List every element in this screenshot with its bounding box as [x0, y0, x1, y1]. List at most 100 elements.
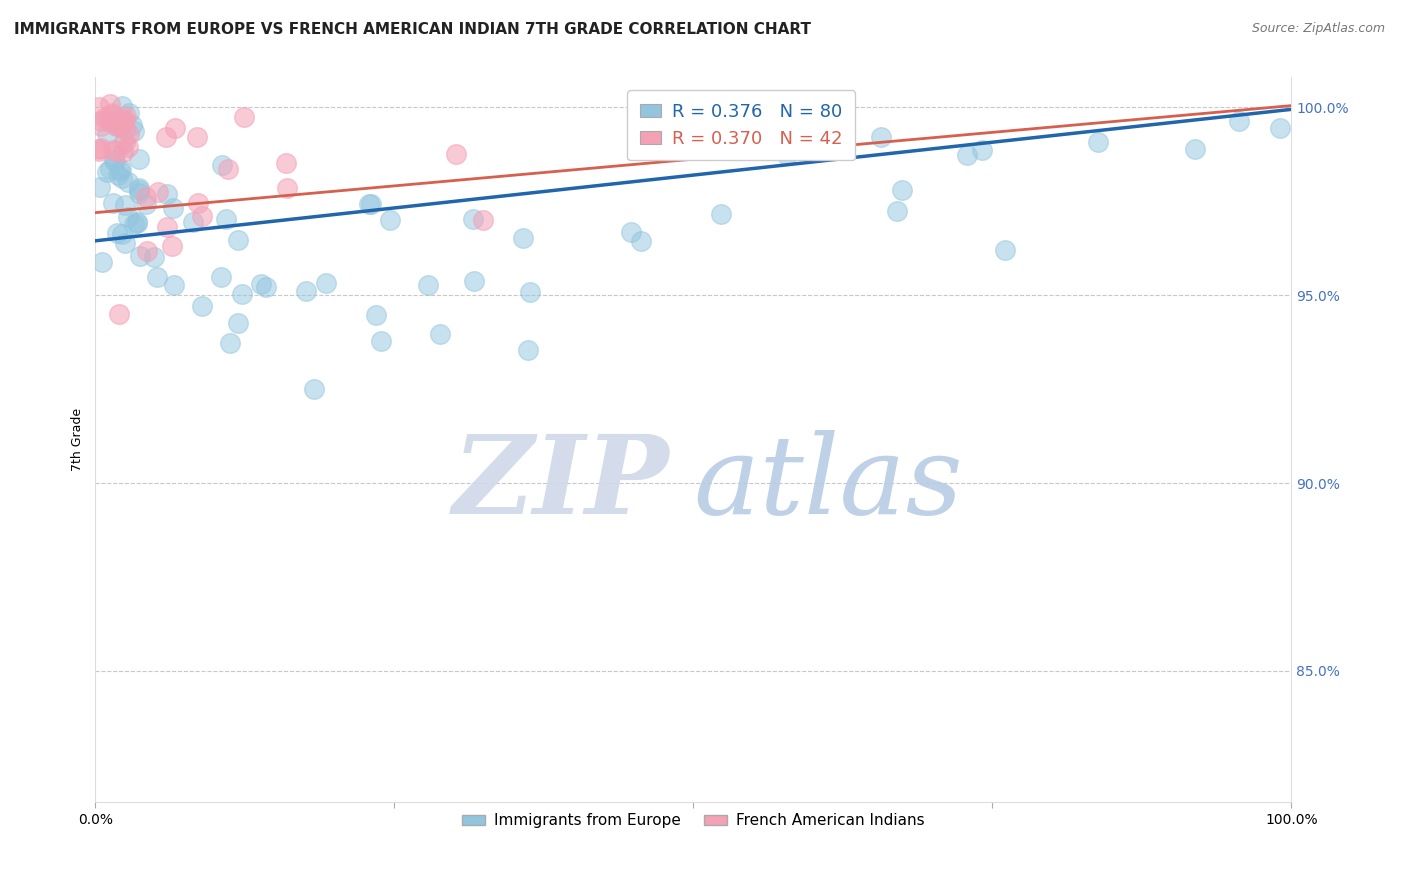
Point — [107, 168, 129, 182]
Point — [160, 238, 183, 252]
Point — [186, 130, 208, 145]
Point — [155, 130, 177, 145]
Point — [163, 277, 186, 292]
Point — [117, 139, 139, 153]
Point — [117, 211, 139, 225]
Point — [97, 111, 120, 125]
Point — [117, 175, 139, 189]
Point — [187, 195, 209, 210]
Point — [146, 185, 169, 199]
Point — [115, 109, 138, 123]
Point — [105, 117, 128, 131]
Point — [135, 197, 157, 211]
Point — [118, 106, 141, 120]
Point — [128, 181, 150, 195]
Point — [125, 215, 148, 229]
Text: ZIP: ZIP — [453, 430, 669, 537]
Point — [91, 255, 114, 269]
Point — [162, 202, 184, 216]
Point — [146, 269, 169, 284]
Point — [108, 120, 131, 134]
Point — [418, 278, 440, 293]
Point — [100, 108, 122, 122]
Point — [110, 170, 132, 185]
Text: Source: ZipAtlas.com: Source: ZipAtlas.com — [1251, 22, 1385, 36]
Point — [128, 152, 150, 166]
Point — [89, 100, 111, 114]
Point — [104, 153, 127, 168]
Point — [111, 227, 134, 242]
Point — [776, 148, 799, 162]
Point — [156, 219, 179, 234]
Text: atlas: atlas — [693, 430, 963, 537]
Point — [364, 308, 387, 322]
Point — [678, 136, 700, 151]
Point — [105, 118, 128, 132]
Text: IMMIGRANTS FROM EUROPE VS FRENCH AMERICAN INDIAN 7TH GRADE CORRELATION CHART: IMMIGRANTS FROM EUROPE VS FRENCH AMERICA… — [14, 22, 811, 37]
Point — [191, 210, 214, 224]
Point — [471, 212, 494, 227]
Point — [370, 334, 392, 348]
Point — [359, 197, 381, 211]
Point — [232, 110, 254, 124]
Point — [226, 316, 249, 330]
Point — [121, 118, 143, 132]
Point — [111, 137, 134, 152]
Point — [128, 186, 150, 200]
Point — [891, 183, 914, 197]
Point — [630, 234, 652, 248]
Point — [217, 162, 239, 177]
Point — [108, 307, 131, 321]
Point — [463, 273, 485, 287]
Y-axis label: 7th Grade: 7th Grade — [72, 409, 84, 471]
Point — [103, 195, 125, 210]
Point — [114, 235, 136, 250]
Point — [105, 144, 128, 158]
Point — [1227, 114, 1250, 128]
Point — [446, 147, 468, 161]
Point — [302, 382, 325, 396]
Point — [101, 143, 124, 157]
Point — [100, 106, 122, 120]
Point — [105, 119, 128, 133]
Point — [114, 136, 136, 150]
Point — [1268, 121, 1291, 136]
Point — [254, 280, 277, 294]
Point — [163, 120, 186, 135]
Point — [89, 144, 111, 158]
Point — [103, 153, 125, 167]
Point — [276, 156, 298, 170]
Point — [128, 249, 150, 263]
Point — [360, 196, 382, 211]
Point — [378, 212, 401, 227]
Point — [90, 140, 112, 154]
Point — [519, 285, 541, 299]
Legend: Immigrants from Europe, French American Indians: Immigrants from Europe, French American … — [456, 807, 931, 835]
Point — [228, 233, 250, 247]
Point — [112, 145, 135, 160]
Point — [114, 113, 136, 128]
Point — [956, 148, 979, 162]
Point — [111, 114, 134, 128]
Point — [190, 299, 212, 313]
Point — [461, 212, 484, 227]
Point — [219, 336, 242, 351]
Point — [114, 122, 136, 136]
Point — [143, 250, 166, 264]
Point — [105, 226, 128, 240]
Point — [994, 244, 1017, 258]
Point — [211, 158, 233, 172]
Point — [98, 161, 121, 176]
Point — [128, 183, 150, 197]
Point — [709, 206, 731, 220]
Point — [1087, 135, 1109, 149]
Point — [90, 113, 112, 128]
Point — [512, 230, 534, 244]
Point — [250, 277, 273, 292]
Point — [111, 99, 134, 113]
Point — [110, 161, 132, 176]
Point — [295, 284, 318, 298]
Point — [100, 97, 122, 112]
Point — [93, 112, 115, 126]
Point — [96, 127, 118, 141]
